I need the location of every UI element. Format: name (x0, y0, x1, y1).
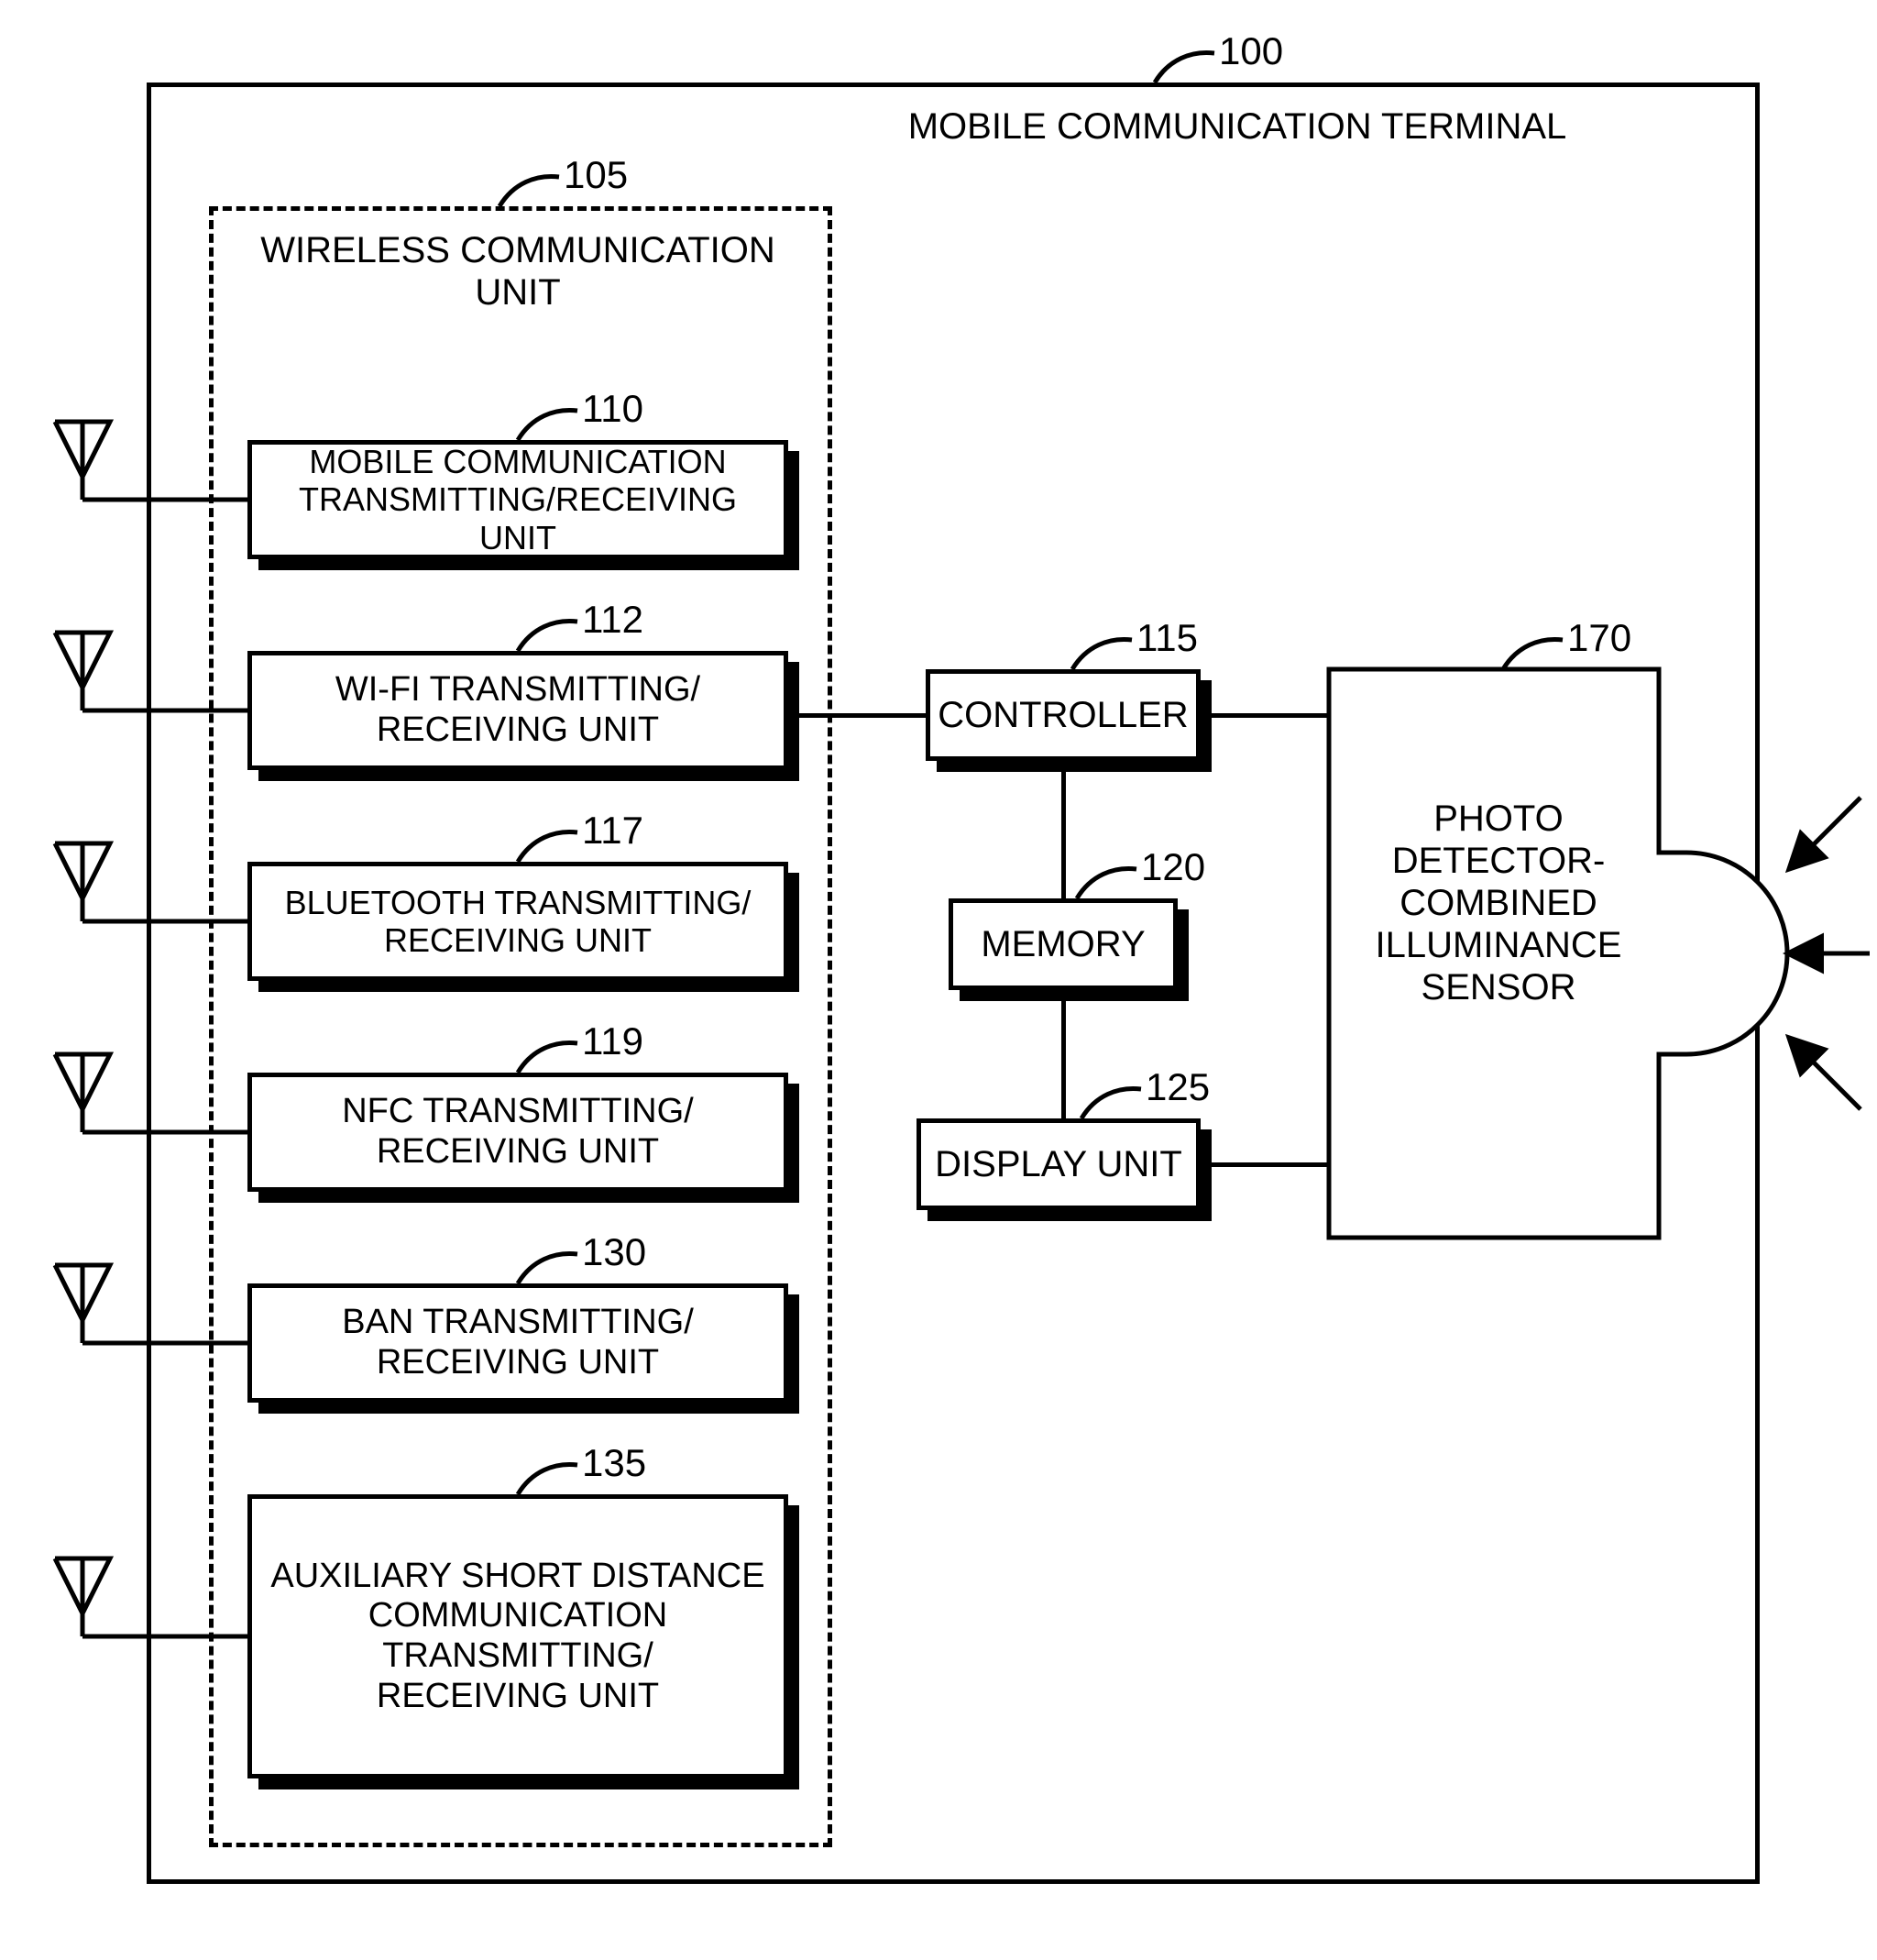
conn-memory-display (1061, 990, 1066, 1118)
conn-controller-sensor (1201, 713, 1329, 718)
ref-aux: 135 (582, 1441, 646, 1485)
label-aux: AUXILIARY SHORT DISTANCE COMMUNICATION T… (269, 1557, 767, 1717)
ref-sensor: 170 (1567, 616, 1631, 660)
ref-wcu: 105 (564, 153, 628, 197)
block-nfc: NFC TRANSMITTING/ RECEIVING UNIT (247, 1073, 788, 1192)
block-display: DISPLAY UNIT (917, 1118, 1201, 1210)
ref-mobile: 110 (582, 387, 643, 431)
ref-bt: 117 (582, 809, 643, 853)
ref-nfc: 119 (582, 1019, 643, 1063)
conn-display-sensor (1201, 1162, 1329, 1167)
label-controller: CONTROLLER (938, 694, 1188, 736)
block-mobile: MOBILE COMMUNICATION TRANSMITTING/RECEIV… (247, 440, 788, 559)
label-display: DISPLAY UNIT (935, 1143, 1182, 1185)
label-wifi: WI-FI TRANSMITTING/ RECEIVING UNIT (335, 670, 700, 750)
ref-controller: 115 (1136, 616, 1198, 660)
block-controller: CONTROLLER (926, 669, 1201, 761)
conn-wcu-controller (832, 713, 926, 718)
label-nfc: NFC TRANSMITTING/ RECEIVING UNIT (342, 1092, 694, 1172)
label-bt: BLUETOOTH TRANSMITTING/ RECEIVING UNIT (285, 884, 752, 960)
label-sensor: PHOTO DETECTOR-COMBINED ILLUMINANCE SENS… (1347, 798, 1650, 1008)
label-mobile: MOBILE COMMUNICATION TRANSMITTING/RECEIV… (261, 443, 774, 556)
outer-title: MOBILE COMMUNICATION TERMINAL (752, 105, 1723, 148)
ref-ban: 130 (582, 1230, 646, 1274)
block-wifi: WI-FI TRANSMITTING/ RECEIVING UNIT (247, 651, 788, 770)
block-ban: BAN TRANSMITTING/ RECEIVING UNIT (247, 1283, 788, 1403)
conn-controller-memory (1061, 761, 1066, 898)
label-memory: MEMORY (981, 923, 1145, 965)
block-aux: AUXILIARY SHORT DISTANCE COMMUNICATION T… (247, 1494, 788, 1778)
block-memory: MEMORY (949, 898, 1178, 990)
label-ban: BAN TRANSMITTING/ RECEIVING UNIT (342, 1303, 694, 1382)
wcu-title: WIRELESS COMMUNICATION UNIT (247, 229, 788, 314)
conn-wifi-edge (788, 713, 834, 718)
block-bt: BLUETOOTH TRANSMITTING/ RECEIVING UNIT (247, 862, 788, 981)
ref-memory: 120 (1141, 845, 1205, 889)
diagram-canvas: 100 MOBILE COMMUNICATION TERMINAL WIRELE… (0, 0, 1877, 1960)
ref-display: 125 (1146, 1065, 1210, 1109)
ref-outer: 100 (1219, 29, 1283, 73)
ref-wifi: 112 (582, 598, 643, 642)
